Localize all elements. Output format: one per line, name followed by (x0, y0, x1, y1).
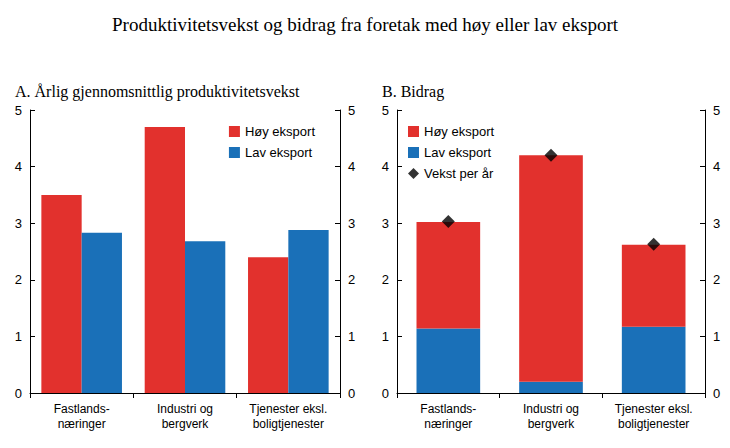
svg-text:5: 5 (382, 103, 389, 118)
svg-text:4: 4 (15, 159, 22, 174)
svg-text:Lav eksport: Lav eksport (424, 145, 492, 160)
svg-text:A. Årlig gjennomsnittlig produ: A. Årlig gjennomsnittlig produktivitetsv… (15, 83, 300, 101)
svg-text:1: 1 (713, 329, 720, 344)
svg-text:3: 3 (382, 216, 389, 231)
svg-text:0: 0 (713, 386, 720, 401)
svg-text:0: 0 (15, 386, 22, 401)
svg-text:næringer: næringer (58, 417, 106, 431)
svg-text:Industri og: Industri og (157, 402, 213, 416)
svg-text:0: 0 (348, 386, 355, 401)
svg-text:1: 1 (348, 329, 355, 344)
svg-text:1: 1 (382, 329, 389, 344)
svg-text:boligtjenester: boligtjenester (253, 417, 324, 431)
svg-text:næringer: næringer (424, 417, 472, 431)
svg-text:Vekst per år: Vekst per år (424, 166, 494, 181)
svg-text:4: 4 (348, 159, 355, 174)
svg-text:bergverk: bergverk (528, 417, 576, 431)
svg-text:3: 3 (15, 216, 22, 231)
svg-text:5: 5 (15, 103, 22, 118)
svg-text:2: 2 (15, 272, 22, 287)
svg-text:1: 1 (15, 329, 22, 344)
svg-text:Tjenester eksl.: Tjenester eksl. (615, 402, 693, 416)
svg-text:2: 2 (382, 272, 389, 287)
svg-text:Lav eksport: Lav eksport (245, 145, 313, 160)
svg-text:4: 4 (713, 159, 720, 174)
svg-text:Industri og: Industri og (523, 402, 579, 416)
svg-text:bergverk: bergverk (162, 417, 210, 431)
svg-text:2: 2 (713, 272, 720, 287)
svg-text:Fastlands-: Fastlands- (420, 402, 476, 416)
svg-text:boligtjenester: boligtjenester (618, 417, 689, 431)
svg-text:3: 3 (713, 216, 720, 231)
svg-text:5: 5 (713, 103, 720, 118)
svg-text:Høy eksport: Høy eksport (245, 124, 315, 139)
svg-text:3: 3 (348, 216, 355, 231)
svg-text:Tjenester eksl.: Tjenester eksl. (249, 402, 327, 416)
svg-text:4: 4 (382, 159, 389, 174)
svg-text:2: 2 (348, 272, 355, 287)
svg-text:Produktivitetsvekst og bidrag: Produktivitetsvekst og bidrag fra foreta… (112, 14, 619, 35)
svg-text:Fastlands-: Fastlands- (54, 402, 110, 416)
svg-text:0: 0 (382, 386, 389, 401)
svg-text:B. Bidrag: B. Bidrag (382, 83, 444, 101)
svg-text:5: 5 (348, 103, 355, 118)
svg-text:Høy eksport: Høy eksport (424, 124, 494, 139)
